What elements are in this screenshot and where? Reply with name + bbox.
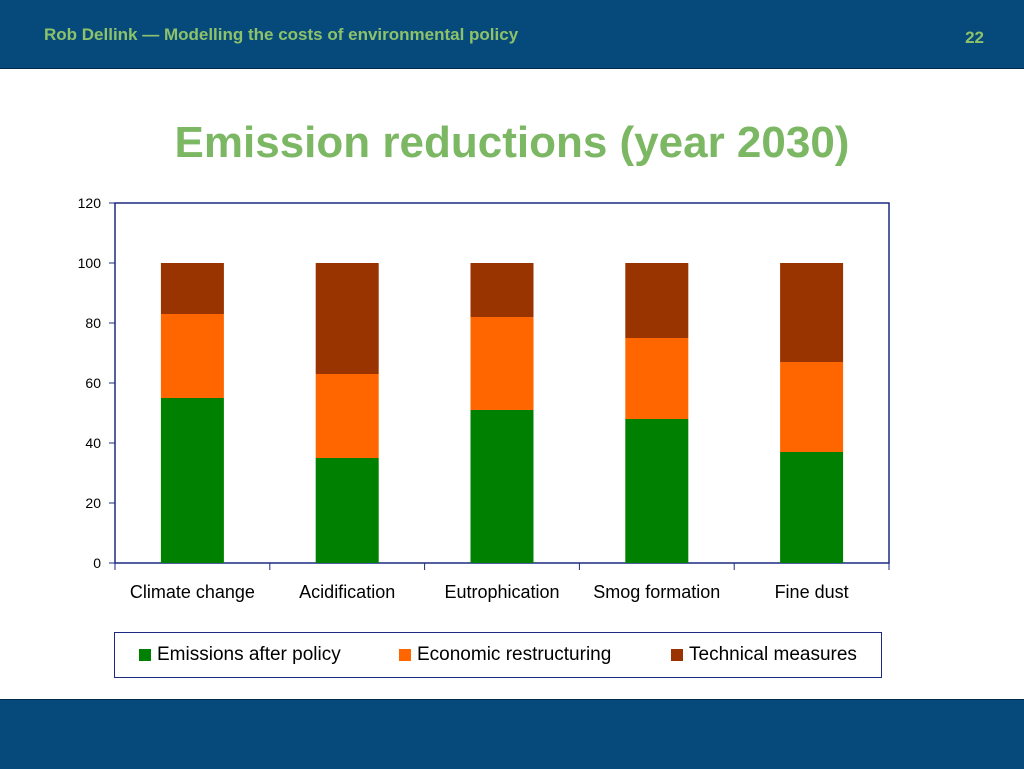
legend-label: Technical measures [689,644,857,665]
bottom-bar [0,699,1024,769]
y-tick-label: 60 [85,375,101,391]
y-tick-label: 120 [78,195,102,211]
stacked-bar-chart: 0 20 40 60 80 100 120 Climate change Acidificati… [78,195,890,602]
bar-segment [315,458,379,563]
legend-swatch [671,649,683,661]
slide-title: Emission reductions (year 2030) [174,118,850,167]
bar-segment [625,419,689,563]
bar-segment [315,374,379,458]
y-tick-label: 40 [85,435,101,451]
bar-segment [625,263,689,338]
bar-segment [470,410,534,563]
legend-swatch [139,649,151,661]
bar-segment [470,317,534,410]
bar-segment [160,263,224,314]
y-tick-label: 100 [78,255,102,271]
bar-segment [160,398,224,563]
legend-item: Economic restructuring [399,644,611,666]
bar-segment [780,362,844,452]
legend-label: Economic restructuring [417,644,612,665]
x-category-label: Acidification [299,582,395,602]
legend-item: Emissions after policy [139,644,341,666]
legend-label: Emissions after policy [157,644,341,665]
legend-item: Technical measures [671,644,857,666]
x-category-label: Fine dust [775,582,849,602]
top-bar: Rob Dellink — Modelling the costs of env… [0,0,1024,69]
bar-segment [780,263,844,362]
legend-swatch [399,649,411,661]
bar-segment [160,314,224,398]
x-category-label: Climate change [130,582,255,602]
bar-segment [625,338,689,419]
bar-segment [470,263,534,317]
y-tick-label: 20 [85,495,101,511]
bar-segment [315,263,379,374]
page-number: 22 [965,28,984,47]
y-tick-label: 80 [85,315,101,331]
header-text: Rob Dellink — Modelling the costs of env… [44,25,519,44]
x-category-label: Eutrophication [444,582,559,602]
x-category-label: Smog formation [593,582,720,602]
chart-legend: Emissions after policy Economic restructu… [114,632,882,678]
bar-segment [780,452,844,563]
y-tick-label: 0 [93,555,101,571]
